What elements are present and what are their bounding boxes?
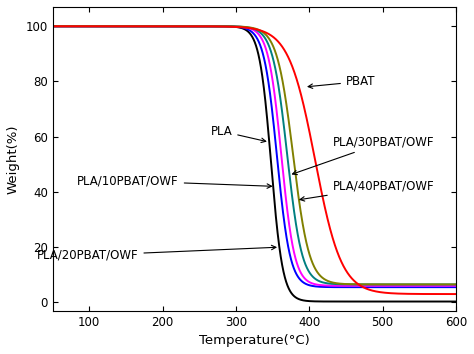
X-axis label: Temperature(°C): Temperature(°C) xyxy=(199,334,310,347)
Text: PLA: PLA xyxy=(210,125,266,143)
Text: PBAT: PBAT xyxy=(308,75,375,88)
Text: PLA/30PBAT/OWF: PLA/30PBAT/OWF xyxy=(292,136,434,175)
Text: PLA/20PBAT/OWF: PLA/20PBAT/OWF xyxy=(37,245,276,262)
Text: PLA/10PBAT/OWF: PLA/10PBAT/OWF xyxy=(77,175,272,188)
Text: PLA/40PBAT/OWF: PLA/40PBAT/OWF xyxy=(300,180,434,201)
Y-axis label: Weight(%): Weight(%) xyxy=(7,124,20,194)
